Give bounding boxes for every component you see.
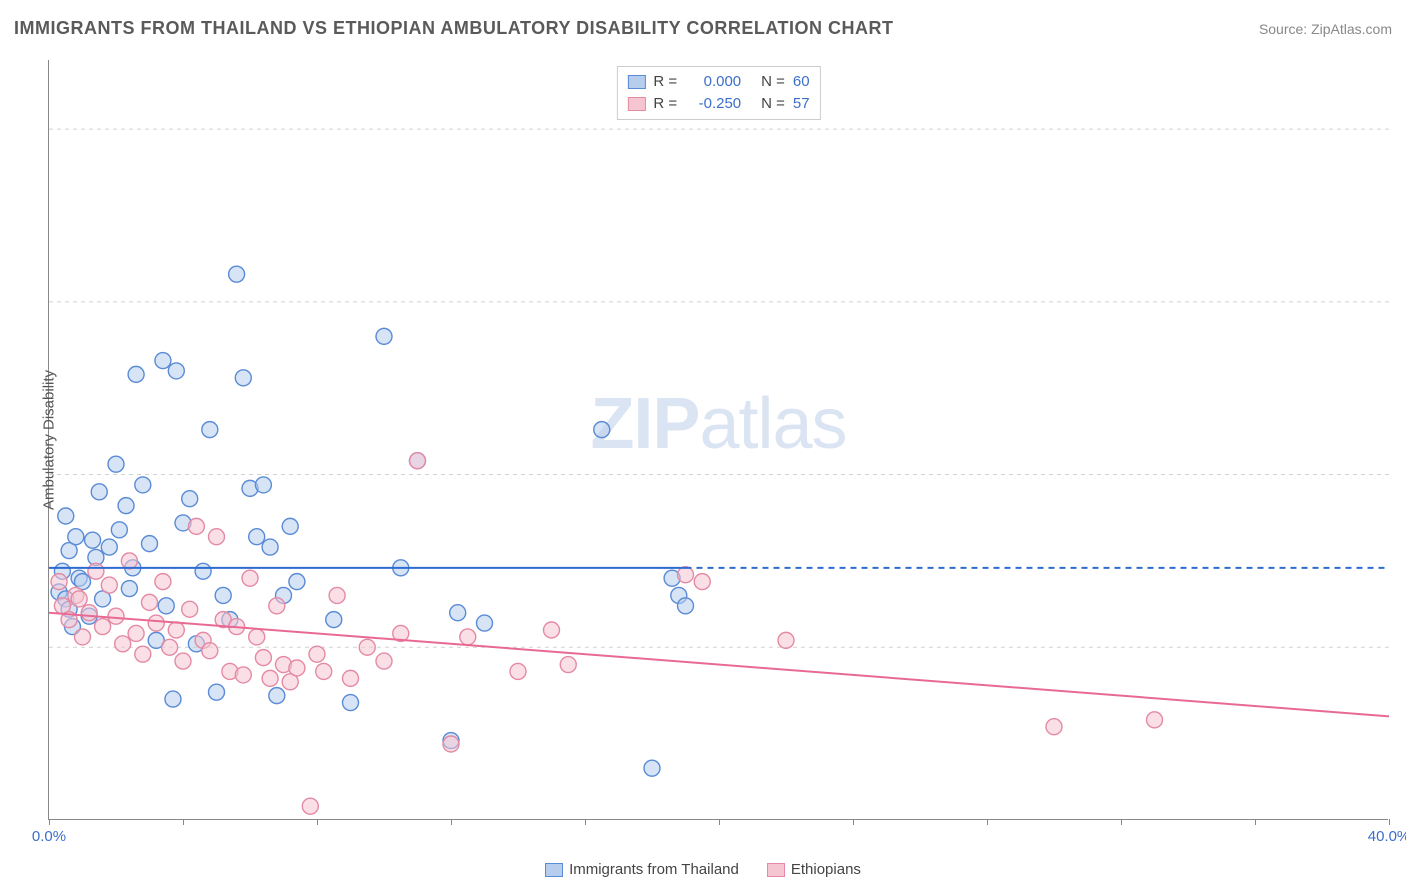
legend-swatch bbox=[545, 863, 563, 877]
x-tick bbox=[451, 819, 452, 825]
source-label: Source: ZipAtlas.com bbox=[1259, 21, 1392, 37]
x-tick bbox=[853, 819, 854, 825]
regression-line bbox=[49, 613, 1389, 717]
legend-series-label: Immigrants from Thailand bbox=[569, 861, 739, 878]
x-tick-label: 40.0% bbox=[1368, 828, 1406, 845]
x-tick bbox=[987, 819, 988, 825]
chart-container: IMMIGRANTS FROM THAILAND VS ETHIOPIAN AM… bbox=[0, 0, 1406, 892]
title-bar: IMMIGRANTS FROM THAILAND VS ETHIOPIAN AM… bbox=[14, 18, 1392, 48]
legend-swatch bbox=[767, 863, 785, 877]
legend-series: Immigrants from Thailand Ethiopians bbox=[0, 861, 1406, 878]
x-tick bbox=[585, 819, 586, 825]
x-tick bbox=[183, 819, 184, 825]
x-tick bbox=[1121, 819, 1122, 825]
legend-series-label: Ethiopians bbox=[791, 861, 861, 878]
x-tick bbox=[1255, 819, 1256, 825]
x-tick bbox=[1389, 819, 1390, 825]
plot-area: Ambulatory Disability ZIPatlas R =0.000N… bbox=[48, 60, 1388, 820]
x-tick bbox=[49, 819, 50, 825]
chart-title: IMMIGRANTS FROM THAILAND VS ETHIOPIAN AM… bbox=[14, 18, 893, 39]
regression-layer bbox=[49, 60, 1388, 819]
x-tick-label: 0.0% bbox=[32, 828, 66, 845]
legend-series-item: Ethiopians bbox=[767, 861, 861, 878]
legend-series-item: Immigrants from Thailand bbox=[545, 861, 739, 878]
x-tick bbox=[719, 819, 720, 825]
x-tick bbox=[317, 819, 318, 825]
